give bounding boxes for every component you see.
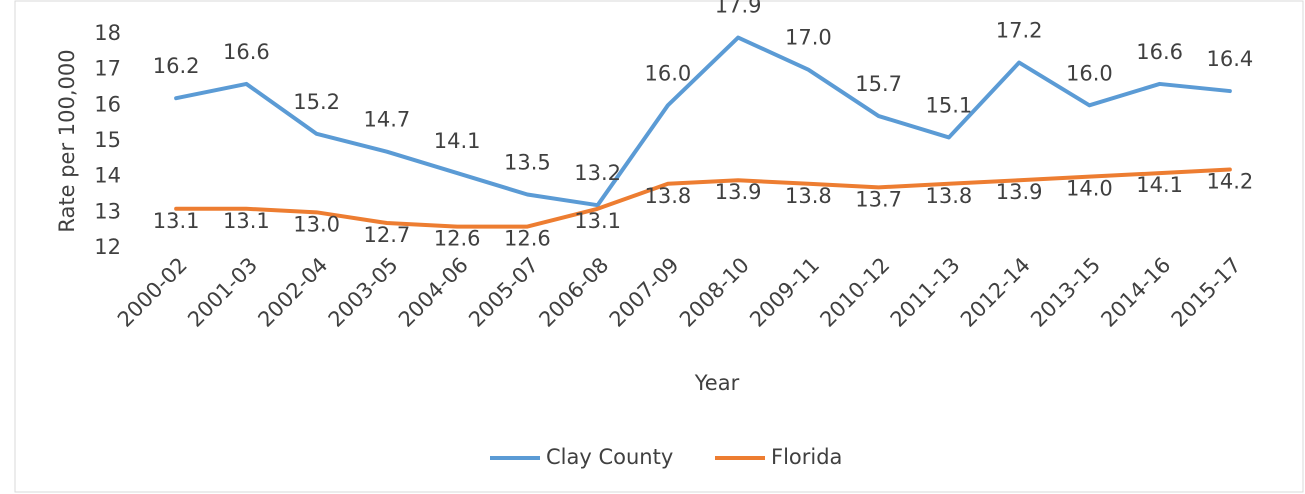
data-label: 15.1 <box>925 93 972 117</box>
data-label: 16.0 <box>1066 61 1113 85</box>
data-label: 13.9 <box>996 180 1043 204</box>
data-label: 13.1 <box>153 209 200 233</box>
data-label: 16.6 <box>1136 40 1183 64</box>
data-label: 13.5 <box>504 151 551 175</box>
data-label: 13.0 <box>293 212 340 236</box>
data-label: 13.9 <box>715 180 762 204</box>
data-label: 15.2 <box>293 90 340 114</box>
data-label: 13.1 <box>223 209 270 233</box>
y-axis-title: Rate per 100,000 <box>55 49 79 232</box>
data-label: 17.9 <box>715 0 762 18</box>
legend-label: Florida <box>771 445 842 469</box>
y-tick-label: 15 <box>94 128 121 152</box>
y-tick-label: 16 <box>94 92 121 116</box>
chart-border <box>14 0 1304 493</box>
data-label: 13.8 <box>925 184 972 208</box>
data-label: 12.6 <box>434 227 481 251</box>
x-axis-title: Year <box>694 371 740 395</box>
y-tick-label: 14 <box>94 164 121 188</box>
data-label: 15.7 <box>855 72 902 96</box>
data-label: 14.2 <box>1206 170 1253 194</box>
data-label: 17.0 <box>785 26 832 50</box>
data-label: 16.4 <box>1206 47 1253 71</box>
data-label: 16.0 <box>644 61 691 85</box>
data-label: 12.7 <box>363 223 410 247</box>
data-label: 14.1 <box>1136 173 1183 197</box>
data-label: 14.1 <box>434 129 481 153</box>
data-label: 14.0 <box>1066 177 1113 201</box>
data-label: 13.8 <box>785 184 832 208</box>
series-line <box>174 167 1232 229</box>
series-line <box>174 35 1232 208</box>
y-tick-label: 17 <box>94 57 121 81</box>
data-label: 16.2 <box>153 54 200 78</box>
data-label: 13.8 <box>644 184 691 208</box>
data-label: 13.2 <box>574 161 621 185</box>
data-label: 16.6 <box>223 40 270 64</box>
data-label: 13.7 <box>855 187 902 211</box>
legend-label: Clay County <box>546 445 673 469</box>
data-label: 17.2 <box>996 19 1043 43</box>
data-label: 12.6 <box>504 227 551 251</box>
data-label: 13.1 <box>574 209 621 233</box>
y-tick-label: 18 <box>94 21 121 45</box>
y-tick-label: 12 <box>94 235 121 259</box>
data-label: 14.7 <box>363 108 410 132</box>
y-tick-label: 13 <box>94 199 121 223</box>
